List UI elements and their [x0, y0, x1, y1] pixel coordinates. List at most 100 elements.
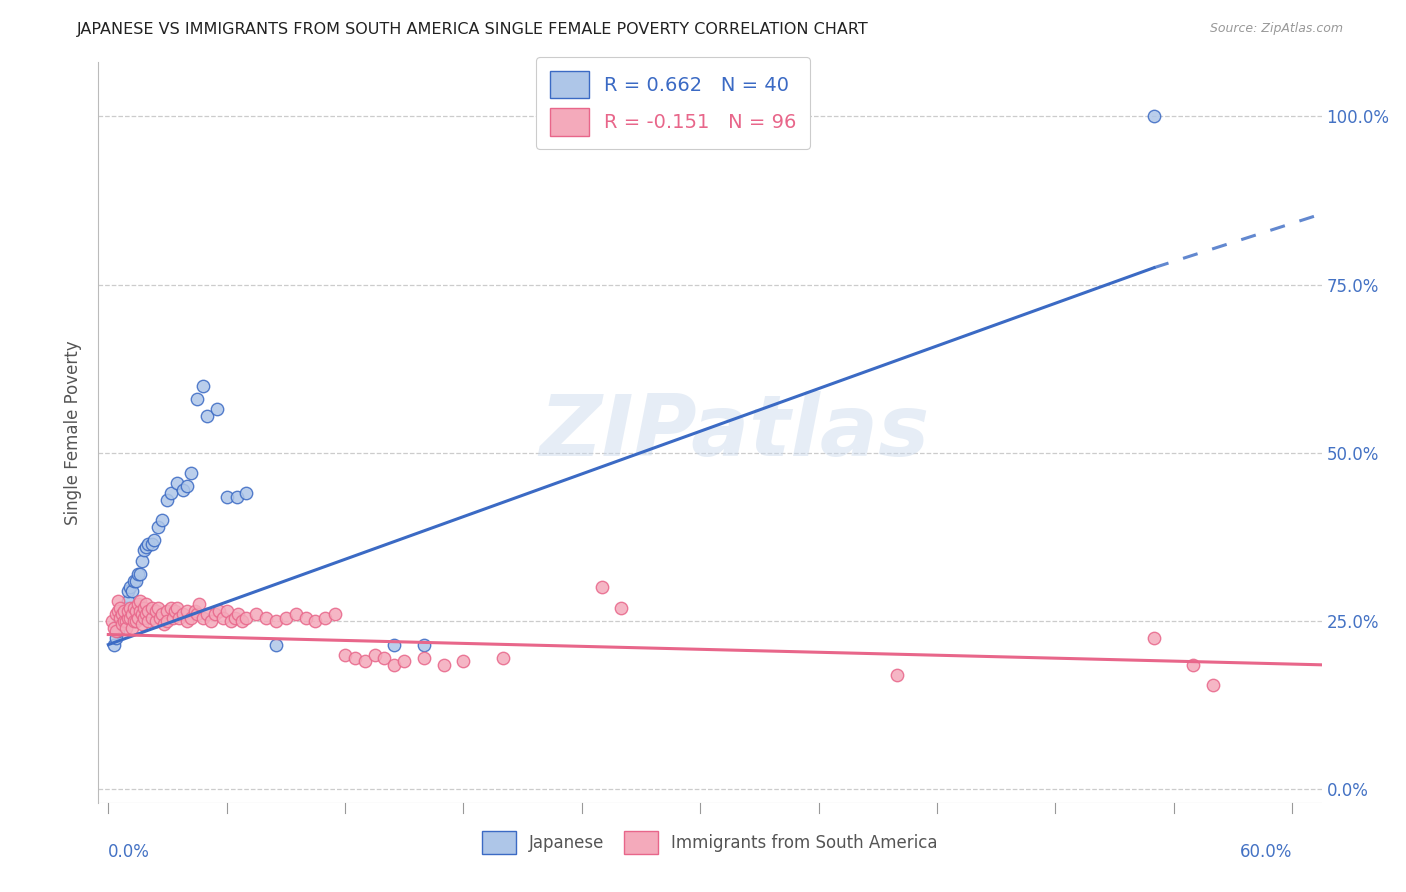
Point — [1182, 657, 1205, 672]
Point — [160, 486, 183, 500]
Point — [105, 607, 128, 622]
Point — [142, 533, 165, 548]
Point — [215, 490, 238, 504]
Point — [382, 638, 405, 652]
Point — [433, 657, 456, 672]
Point — [166, 476, 188, 491]
Point — [122, 614, 145, 628]
Point — [117, 594, 139, 608]
Point — [146, 600, 169, 615]
Point — [195, 607, 218, 622]
Point — [413, 638, 436, 652]
Point — [105, 624, 128, 639]
Point — [1143, 109, 1166, 123]
Point — [115, 614, 138, 628]
Point — [156, 492, 179, 507]
Point — [225, 490, 247, 504]
Point — [125, 574, 148, 588]
Point — [245, 607, 267, 622]
Point — [176, 614, 198, 628]
Point — [186, 392, 208, 406]
Point — [107, 594, 129, 608]
Point — [121, 621, 143, 635]
Point — [111, 607, 134, 622]
Point — [208, 604, 231, 618]
Point — [117, 604, 139, 618]
Point — [141, 536, 163, 550]
Point — [141, 611, 163, 625]
Point — [125, 614, 148, 628]
Point — [343, 651, 366, 665]
Point — [184, 604, 207, 618]
Point — [172, 607, 194, 622]
Point — [115, 621, 138, 635]
Point — [228, 607, 250, 622]
Point — [101, 614, 124, 628]
Point — [186, 607, 208, 622]
Point — [118, 581, 141, 595]
Point — [1143, 631, 1166, 645]
Point — [111, 607, 134, 622]
Point — [127, 566, 149, 581]
Point — [191, 378, 214, 392]
Point — [117, 611, 139, 625]
Point — [392, 655, 416, 669]
Point — [205, 402, 228, 417]
Point — [1202, 678, 1225, 692]
Point — [264, 614, 287, 628]
Point — [132, 600, 155, 615]
Point — [108, 611, 131, 625]
Point — [215, 604, 238, 618]
Point — [162, 611, 184, 625]
Point — [127, 597, 149, 611]
Point — [128, 604, 150, 618]
Point — [127, 611, 149, 625]
Point — [204, 607, 226, 622]
Point — [180, 466, 202, 480]
Point — [191, 611, 214, 625]
Point — [136, 614, 159, 628]
Point — [323, 607, 346, 622]
Point — [136, 536, 159, 550]
Point — [103, 621, 125, 635]
Point — [160, 600, 183, 615]
Point — [152, 617, 174, 632]
Point — [146, 520, 169, 534]
Point — [135, 597, 157, 611]
Point — [112, 604, 135, 618]
Point — [492, 651, 515, 665]
Point — [254, 611, 277, 625]
Point — [131, 607, 153, 622]
Point — [156, 604, 179, 618]
Point — [219, 614, 242, 628]
Point — [176, 479, 198, 493]
Point — [165, 604, 187, 618]
Point — [172, 483, 194, 497]
Point — [117, 583, 139, 598]
Text: ZIPatlas: ZIPatlas — [540, 391, 929, 475]
Point — [413, 651, 436, 665]
Point — [333, 648, 356, 662]
Point — [132, 543, 155, 558]
Point — [235, 486, 257, 500]
Point — [373, 651, 395, 665]
Point — [150, 607, 173, 622]
Point — [200, 614, 222, 628]
Point — [122, 600, 145, 615]
Point — [111, 617, 134, 632]
Point — [108, 614, 131, 628]
Legend: Japanese, Immigrants from South America: Japanese, Immigrants from South America — [475, 824, 945, 861]
Point — [118, 600, 141, 615]
Point — [136, 604, 159, 618]
Point — [108, 600, 131, 615]
Point — [591, 581, 613, 595]
Point — [886, 668, 908, 682]
Point — [610, 600, 633, 615]
Point — [121, 583, 143, 598]
Point — [122, 574, 145, 588]
Text: Source: ZipAtlas.com: Source: ZipAtlas.com — [1209, 22, 1343, 36]
Text: JAPANESE VS IMMIGRANTS FROM SOUTH AMERICA SINGLE FEMALE POVERTY CORRELATION CHAR: JAPANESE VS IMMIGRANTS FROM SOUTH AMERIC… — [77, 22, 869, 37]
Point — [235, 611, 257, 625]
Point — [135, 540, 157, 554]
Point — [231, 614, 253, 628]
